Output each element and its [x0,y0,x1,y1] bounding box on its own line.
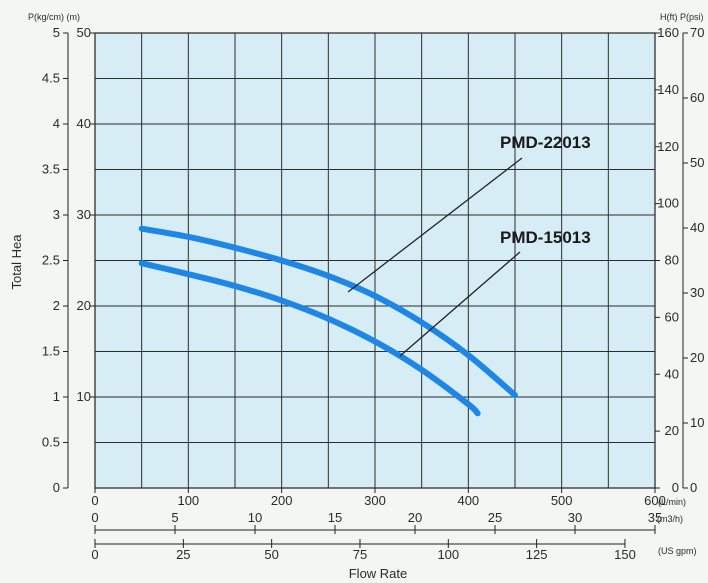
left-outer-tick-label: 3.5 [42,162,60,177]
x2-tick-label: 30 [568,510,582,525]
x3-tick-label: 75 [353,547,367,562]
right-psi-tick-label: 60 [690,90,704,105]
x2-tick-label: 5 [171,510,178,525]
x2-axis-unit: (m3/h) [657,514,683,524]
x-tick-label: 300 [364,493,386,508]
left-outer-tick-label: 5 [53,25,60,40]
right-ft-tick-label: 0 [672,480,679,495]
right-psi-tick-label: 10 [690,415,704,430]
left-inner-tick-label: 20 [77,298,91,313]
left-outer-tick-label: 2 [53,298,60,313]
right-ft-tick-label: 60 [665,309,679,324]
x3-tick-label: 25 [176,547,190,562]
left-outer-tick-label: 0.5 [42,435,60,450]
right-psi-tick-label: 20 [690,350,704,365]
x3-tick-label: 125 [526,547,548,562]
series-label-PMD-15013: PMD-15013 [500,228,591,247]
left-inner-tick-label: 30 [77,207,91,222]
left-inner-tick-label: 10 [77,389,91,404]
right-psi-tick-label: 50 [690,155,704,170]
x-tick-label: 200 [271,493,293,508]
right-ft-tick-label: 20 [665,423,679,438]
x-tick-label: 100 [177,493,199,508]
right-axis-unit: H(ft) P(psi) [660,12,704,22]
x3-tick-label: 0 [91,547,98,562]
right-ft-tick-label: 120 [657,139,679,154]
x2-tick-label: 15 [328,510,342,525]
x-tick-label: 500 [551,493,573,508]
left-outer-tick-label: 4 [53,116,60,131]
x-tick-label: 400 [457,493,479,508]
right-ft-tick-label: 100 [657,196,679,211]
left-outer-tick-label: 3 [53,207,60,222]
x3-axis-unit: (US gpm) [658,546,697,556]
right-psi-tick-label: 70 [690,25,704,40]
x-axis-unit: (L/min) [658,497,686,507]
right-ft-tick-label: 80 [665,253,679,268]
series-curves [138,225,518,417]
x2-tick-label: 35 [648,510,662,525]
left-outer-tick-label: 1.5 [42,344,60,359]
left-outer-tick-label: 0 [53,480,60,495]
x3-tick-label: 150 [614,547,636,562]
x3-tick-label: 100 [437,547,459,562]
right-ft-tick-label: 40 [665,366,679,381]
leader-line [399,251,521,357]
grid-lines [95,33,655,488]
x2-tick-label: 25 [488,510,502,525]
x-axis-title: Flow Rate [349,566,408,581]
left-axis-unit: P(kg/cm) (m) [28,12,80,22]
x-tick-label: 600 [644,493,666,508]
x2-tick-label: 0 [91,510,98,525]
series-labels: PMD-22013 PMD-15013 [347,133,591,357]
left-inner-tick-label: 40 [77,116,91,131]
right-ft-tick-label: 160 [657,25,679,40]
right-psi-tick-label: 40 [690,220,704,235]
x-tick-label: 0 [91,493,98,508]
leader-line [347,157,523,293]
x2-tick-label: 10 [248,510,262,525]
left-inner-tick-label: 50 [77,25,91,40]
series-label-PMD-22013: PMD-22013 [500,133,591,152]
right-ft-tick-label: 140 [657,82,679,97]
y-axis-title: Total Hea [9,234,24,290]
right-psi-tick-label: 0 [690,480,697,495]
left-outer-tick-label: 2.5 [42,253,60,268]
x2-tick-label: 20 [408,510,422,525]
right-psi-tick-label: 30 [690,285,704,300]
x3-tick-label: 50 [264,547,278,562]
left-outer-tick-label: 1 [53,389,60,404]
axes: 00.511.522.533.544.551020304050P(kg/cm) … [9,12,704,581]
left-outer-tick-label: 4.5 [42,71,60,86]
